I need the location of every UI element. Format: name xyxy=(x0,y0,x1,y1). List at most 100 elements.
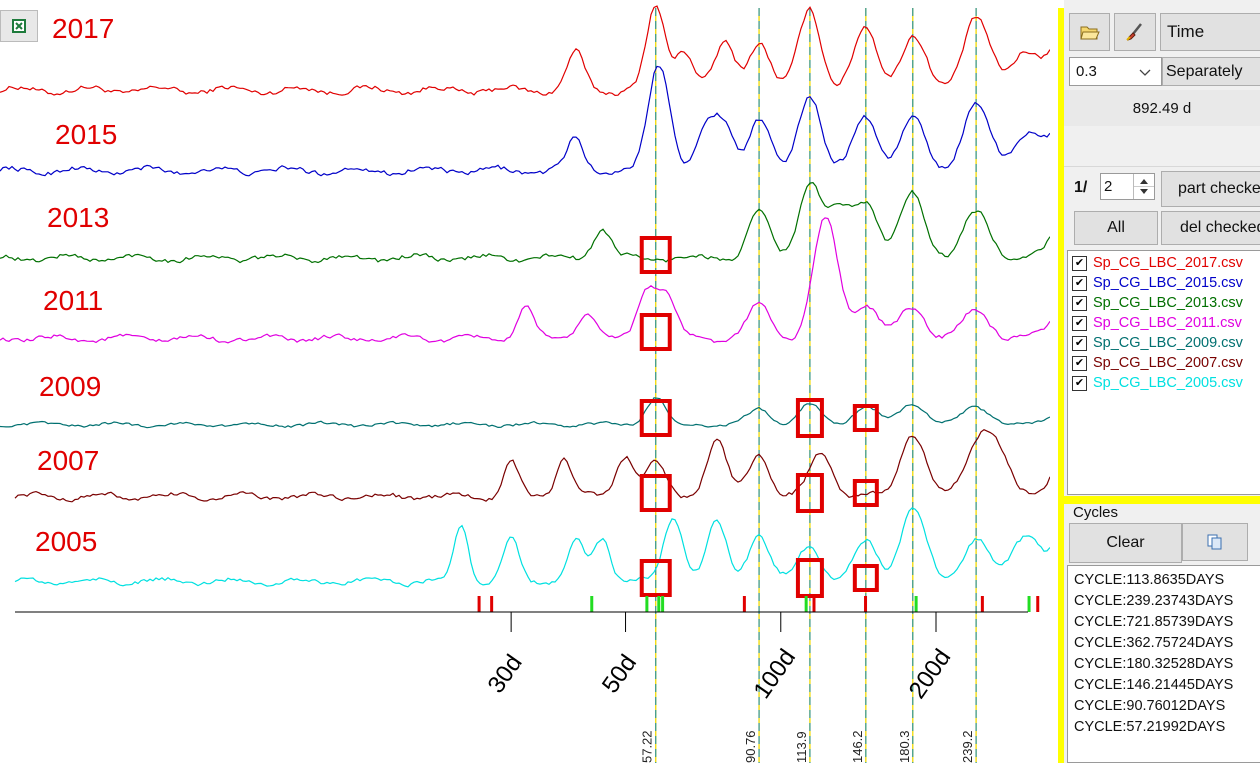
cycles-list: CYCLE:113.8635DAYS CYCLE:239.23743DAYS CYC… xyxy=(1067,565,1260,763)
series-line-2005 xyxy=(14,507,1050,588)
highlight-box xyxy=(639,236,672,274)
file-name: Sp_CG_LBC_2007.csv xyxy=(1093,355,1243,371)
file-checkbox[interactable]: ✔ xyxy=(1072,375,1087,391)
year-label: 2007 xyxy=(37,445,99,476)
cycle-item[interactable]: CYCLE:239.23743DAYS xyxy=(1074,592,1234,609)
year-label: 2011 xyxy=(43,285,103,316)
highlight-box xyxy=(795,398,824,438)
page-value: 2 xyxy=(1104,178,1113,195)
select-all-label: All xyxy=(1107,219,1125,236)
highlight-box xyxy=(852,404,879,432)
x-tick-label: 100d xyxy=(748,644,801,703)
year-label: 2005 xyxy=(35,526,97,557)
file-checkbox[interactable]: ✔ xyxy=(1072,295,1087,311)
copy-cycles-button[interactable] xyxy=(1182,523,1248,561)
highlight-box xyxy=(639,313,672,351)
file-name: Sp_CG_LBC_2011.csv xyxy=(1093,315,1242,331)
up-down-arrows-icon xyxy=(1134,179,1154,194)
cycles-title: Cycles xyxy=(1073,504,1119,521)
smoothing-select[interactable]: 0.3 xyxy=(1069,57,1162,86)
display-mode-select[interactable]: Separately xyxy=(1162,57,1260,86)
file-list-item[interactable]: ✔ Sp_CG_LBC_2011.csv xyxy=(1068,313,1260,333)
mode-value: Time xyxy=(1167,22,1205,41)
folder-open-icon xyxy=(1079,26,1100,40)
file-name: Sp_CG_LBC_2015.csv xyxy=(1093,275,1243,291)
file-name: Sp_CG_LBC_2013.csv xyxy=(1093,295,1243,311)
excel-icon xyxy=(12,19,26,33)
open-button[interactable] xyxy=(1069,13,1110,51)
cycle-marker-label: 90.76 xyxy=(743,730,758,763)
cycle-item[interactable]: CYCLE:57.21992DAYS xyxy=(1074,718,1226,735)
file-name: Sp_CG_LBC_2005.csv xyxy=(1093,375,1243,391)
file-list-item[interactable]: ✔ Sp_CG_LBC_2007.csv xyxy=(1068,353,1260,373)
series-line-2013 xyxy=(0,182,1050,264)
series-line-2007 xyxy=(14,429,1050,503)
smoothing-value: 0.3 xyxy=(1076,63,1097,80)
year-label: 2015 xyxy=(55,119,117,150)
del-checked-label: del checked xyxy=(1180,219,1260,236)
cycle-item[interactable]: CYCLE:721.85739DAYS xyxy=(1074,613,1234,630)
series-line-2011 xyxy=(0,217,1050,344)
highlight-box xyxy=(795,558,824,598)
file-name: Sp_CG_LBC_2017.csv xyxy=(1093,255,1243,271)
x-tick-label: 50d xyxy=(597,650,642,698)
highlight-box xyxy=(639,559,672,597)
period-readout-text: 892.49 d xyxy=(1132,99,1192,117)
cycle-item[interactable]: CYCLE:362.75724DAYS xyxy=(1074,634,1234,651)
highlight-box xyxy=(639,399,672,437)
cycle-marker-label: 57.22 xyxy=(640,730,655,763)
clear-cycles-label: Clear xyxy=(1106,534,1145,551)
series-line-2015 xyxy=(0,65,1050,177)
x-tick-label: 1y xyxy=(1046,656,1050,692)
clear-cycles-button[interactable]: Clear xyxy=(1069,523,1182,563)
year-label: 2009 xyxy=(39,371,101,402)
part-checked-button[interactable]: part checked xyxy=(1161,171,1260,207)
spinner-arrows[interactable] xyxy=(1133,174,1154,199)
file-list: ✔ Sp_CG_LBC_2017.csv ✔ Sp_CG_LBC_2015.csv ✔ S… xyxy=(1067,250,1260,495)
cycle-item[interactable]: CYCLE:180.32528DAYS xyxy=(1074,655,1234,672)
panel-splitter-horizontal[interactable] xyxy=(1064,496,1260,504)
year-label: 2013 xyxy=(47,202,109,233)
cycle-item[interactable]: CYCLE:90.76012DAYS xyxy=(1074,697,1226,714)
control-panel: Time 0.3 Separately 892.49 d 1/ 2 part c… xyxy=(1064,0,1260,763)
cycle-marker-label: 113.9 xyxy=(794,731,809,763)
cycle-item[interactable]: CYCLE:146.21445DAYS xyxy=(1074,676,1234,693)
spectrum-plot[interactable]: 2017 2015 2013 2011 2009 2007 2005 30d 50d 100d 20… xyxy=(0,0,1050,763)
highlight-box xyxy=(852,479,879,507)
period-readout: 892.49 d xyxy=(1064,90,1260,126)
file-name: Sp_CG_LBC_2009.csv xyxy=(1093,335,1243,351)
file-checkbox[interactable]: ✔ xyxy=(1072,355,1087,371)
cycle-item[interactable]: CYCLE:113.8635DAYS xyxy=(1074,571,1225,588)
cycle-marker-label: 146.2 xyxy=(850,730,865,763)
file-list-item[interactable]: ✔ Sp_CG_LBC_2005.csv xyxy=(1068,373,1260,393)
highlight-box xyxy=(852,564,879,592)
mode-select[interactable]: Time xyxy=(1160,13,1260,51)
page-spinner[interactable]: 2 xyxy=(1100,173,1155,200)
chevron-down-icon xyxy=(1139,69,1151,76)
year-label: 2017 xyxy=(52,13,114,44)
export-excel-button[interactable] xyxy=(0,10,38,42)
x-tick-label: 30d xyxy=(483,650,528,698)
brush-icon xyxy=(1126,23,1142,41)
series-line-2009 xyxy=(0,397,1050,429)
file-checkbox[interactable]: ✔ xyxy=(1072,275,1087,291)
select-all-button[interactable]: All xyxy=(1074,211,1158,245)
cycle-marker-label: 180.3 xyxy=(897,730,912,763)
file-checkbox[interactable]: ✔ xyxy=(1072,335,1087,351)
highlight-box xyxy=(639,474,672,512)
clear-plot-button[interactable] xyxy=(1114,13,1156,51)
blank-strip xyxy=(1064,126,1260,167)
page-prefix: 1/ xyxy=(1074,179,1088,196)
file-list-item[interactable]: ✔ Sp_CG_LBC_2009.csv xyxy=(1068,333,1260,353)
file-checkbox[interactable]: ✔ xyxy=(1072,255,1087,271)
file-list-item[interactable]: ✔ Sp_CG_LBC_2017.csv xyxy=(1068,253,1260,273)
series-line-2017 xyxy=(0,5,1050,97)
part-checked-label: part checked xyxy=(1178,180,1260,197)
file-list-item[interactable]: ✔ Sp_CG_LBC_2013.csv xyxy=(1068,293,1260,313)
display-mode-value: Separately xyxy=(1166,62,1243,80)
panel-splitter[interactable] xyxy=(1058,8,1064,763)
file-checkbox[interactable]: ✔ xyxy=(1072,315,1087,331)
file-list-item[interactable]: ✔ Sp_CG_LBC_2015.csv xyxy=(1068,273,1260,293)
del-checked-button[interactable]: del checked xyxy=(1161,211,1260,245)
x-tick-label: 200d xyxy=(904,644,957,703)
